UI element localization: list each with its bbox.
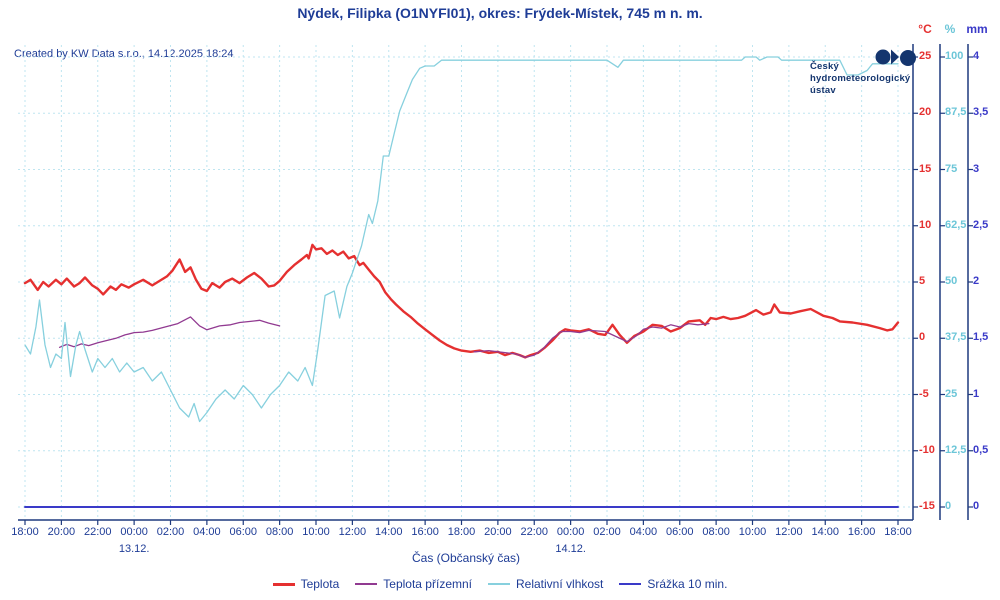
x-tick-label: 16:00 [847,526,876,538]
logo-circle-icon [900,50,916,66]
legend-swatch-icon [619,583,642,585]
page-title: Nýdek, Filipka (O1NYFI01), okres: Frýdek… [297,5,703,21]
legend-swatch-icon [272,582,295,586]
y-tick-label-%: 12,5 [945,443,967,456]
y-tick-label-%: 0 [945,500,952,512]
y-tick-label-%: 87,5 [945,106,967,119]
y-tick-label-%: 100 [945,50,964,62]
logo-line-1: Český [810,61,839,72]
y-tick-label-degC: 10 [919,218,932,231]
y-tick-label-mm: 3 [973,162,980,175]
x-tick-label: 04:00 [629,526,658,538]
x-tick-label: 18:00 [884,526,912,538]
y-tick-label-mm: 0 [973,500,980,512]
x-tick-label: 02:00 [156,526,185,538]
day-label: 13.12. [118,543,150,555]
series-relativni-vlhkost [24,56,899,423]
y-tick-label-mm: 4 [973,50,980,62]
legend-label: Teplota [300,577,340,591]
x-tick-label: 00:00 [120,526,148,538]
x-tick-label: 08:00 [702,526,730,538]
legend-label: Srážka 10 min. [647,577,728,591]
legend-item: Teplota přízemní [355,577,472,591]
legend-item: Teplota [272,577,340,591]
y-tick-label-%: 75 [945,162,958,175]
x-tick-label: 06:00 [665,526,694,538]
legend-item: Relativní vlhkost [488,577,603,591]
precip-axis-unit: mm [966,22,988,36]
x-tick-label: 22:00 [83,526,112,538]
y-tick-label-degC: 20 [919,106,932,119]
logo-circle-icon [875,49,891,65]
y-tick-label-degC: 0 [919,331,926,344]
y-tick-label-mm: 2 [973,275,980,287]
y-tick-label-degC: 5 [919,275,926,287]
chart-legend: Teplota Teplota přízemní Relativní vlhkost… [0,577,1000,591]
x-tick-label: 12:00 [338,526,367,538]
series-teplota [23,243,900,359]
x-tick-label: 22:00 [520,526,549,538]
legend-item: Srážka 10 min. [619,577,727,591]
y-tick-label-%: 62,5 [945,218,967,231]
chmu-logo-text: Český hydrometeorologický ústav [810,61,910,97]
temp-axis-unit: °C [918,22,932,36]
y-tick-label-mm: 2,5 [973,218,989,231]
day-label: 14.12. [555,543,586,555]
x-tick-label: 16:00 [411,526,439,538]
x-tick-label: 14:00 [374,526,403,538]
x-tick-label: 00:00 [556,526,585,538]
y-tick-label-degC: -5 [919,387,929,400]
x-tick-label: 12:00 [775,526,803,538]
x-tick-label: 18:00 [11,526,39,538]
y-tick-label-%: 37,5 [945,331,967,344]
series-teplota-prizemni [58,316,281,348]
logo-triangle-icon [891,49,899,65]
x-tick-label: 18:00 [447,526,476,538]
y-tick-label-degC: -10 [919,443,935,456]
logo-line-2: hydrometeorologický [810,73,911,84]
x-tick-label: 06:00 [229,526,258,538]
x-tick-label: 04:00 [193,526,221,538]
humidity-axis-unit: % [944,22,956,36]
logo-line-3: ústav [810,85,836,96]
legend-label: Relativní vlhkost [516,577,604,591]
x-tick-label: 10:00 [738,526,767,538]
x-tick-label: 08:00 [265,526,294,538]
x-tick-label: 20:00 [47,526,76,538]
legend-swatch-icon [488,583,510,585]
y-tick-label-degC: 25 [919,50,932,62]
y-tick-label-mm: 1 [973,387,980,400]
x-tick-label: 20:00 [484,526,512,538]
legend-label: Teplota přízemní [383,577,472,591]
y-tick-label-mm: 0,5 [973,443,989,456]
y-tick-label-degC: 15 [919,162,932,175]
y-tick-label-mm: 3,5 [973,106,989,119]
x-axis-title: Čas (Občanský čas) [411,551,521,565]
y-tick-label-%: 25 [945,387,958,400]
y-tick-label-%: 50 [945,275,958,287]
x-tick-label: 14:00 [811,526,840,538]
y-tick-label-mm: 1,5 [973,331,989,344]
series-teplota-prizemni [473,322,710,359]
y-tick-label-degC: -15 [919,500,935,512]
legend-swatch-icon [355,583,378,585]
x-tick-label: 10:00 [302,526,330,538]
x-tick-label: 02:00 [593,526,621,538]
